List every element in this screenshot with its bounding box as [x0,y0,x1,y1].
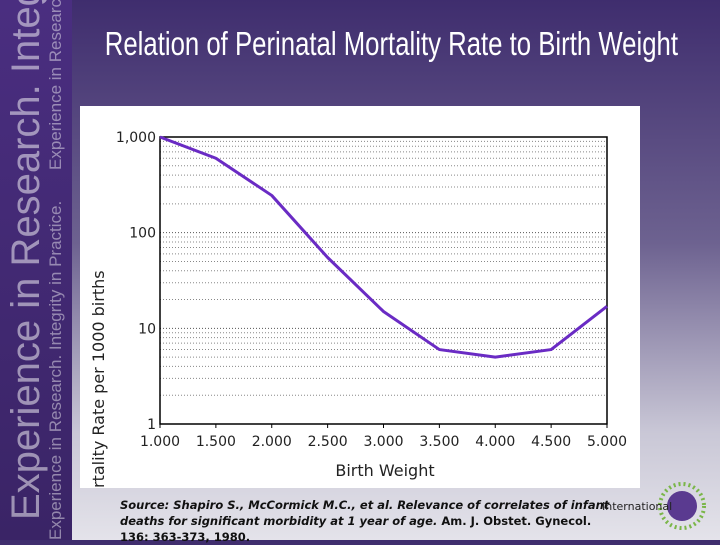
logo: International [600,478,720,540]
slide: {"chart_data": {"type": "line", "title":… [0,0,720,540]
y-tick-label: 100 [129,226,156,242]
x-tick-label: 1.500 [196,434,236,450]
sidebar-tagline: Experience in Research. Integrity in Pra… [4,0,49,520]
y-axis-label: Mortality Rate per 1000 births [89,270,108,488]
sidebar: Experience in Research. Integrity in Pra… [0,0,72,540]
logo-text: International [602,500,672,513]
sidebar-tagline: Experience in Research. Integrity in Pra… [46,201,66,540]
x-tick-label: 4.000 [475,434,515,450]
chart-background [80,106,640,488]
y-tick-label: 1 [147,417,156,433]
y-tick-label: 10 [138,321,156,337]
x-axis-label: Birth Weight [335,461,434,480]
sidebar-tagline: Experience in Research. Integrity in Pra… [46,0,66,170]
x-tick-label: 1.000 [140,434,180,450]
chart: Mortality Rate per 1000 births Birth Wei… [80,106,640,488]
x-tick-label: 3.000 [363,434,403,450]
x-tick-label: 4.500 [531,434,571,450]
x-tick-label: 2.000 [252,434,292,450]
slide-title: Relation of Perinatal Mortality Rate to … [101,22,678,66]
x-tick-label: 2.500 [308,434,348,450]
source-note: Source: Shapiro S., McCormick M.C., et a… [120,497,620,545]
x-tick-label: 3.500 [419,434,459,450]
x-tick-label: 5.000 [587,434,627,450]
y-tick-label: 1,000 [116,130,156,146]
